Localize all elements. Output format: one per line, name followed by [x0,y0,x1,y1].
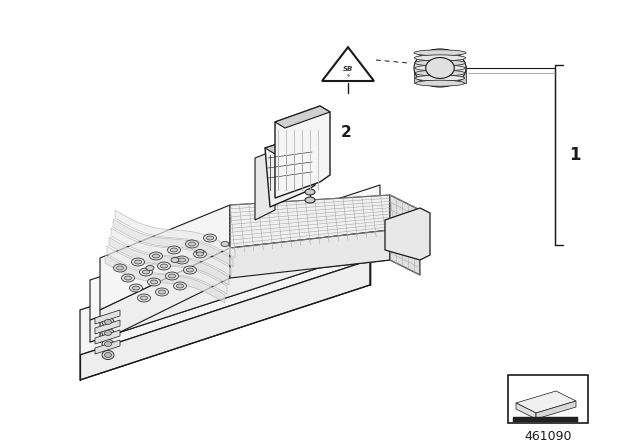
Ellipse shape [305,189,315,195]
Ellipse shape [129,284,143,292]
Polygon shape [109,237,229,285]
Ellipse shape [104,319,111,324]
Text: 461090: 461090 [524,430,572,443]
Ellipse shape [152,254,159,258]
Text: SB
⚡: SB ⚡ [343,65,353,78]
Text: 2: 2 [340,125,351,140]
Ellipse shape [150,280,157,284]
Ellipse shape [122,274,134,282]
Polygon shape [100,205,230,310]
Ellipse shape [414,55,466,61]
Ellipse shape [415,75,465,81]
Ellipse shape [415,60,465,66]
Polygon shape [95,330,120,344]
Ellipse shape [173,282,186,290]
Ellipse shape [414,49,466,87]
Ellipse shape [134,260,141,264]
Polygon shape [516,391,576,413]
Text: 1: 1 [569,146,580,164]
Ellipse shape [170,248,177,252]
Polygon shape [95,340,120,354]
Ellipse shape [426,57,454,78]
Polygon shape [516,403,536,419]
Ellipse shape [184,266,196,274]
Ellipse shape [196,250,204,254]
Ellipse shape [179,258,186,262]
Polygon shape [265,135,315,154]
Polygon shape [265,135,315,207]
Polygon shape [230,230,390,278]
Ellipse shape [171,258,179,263]
Ellipse shape [147,278,161,286]
Ellipse shape [102,350,114,359]
Polygon shape [536,401,576,419]
Polygon shape [230,195,390,248]
Ellipse shape [168,274,175,278]
Ellipse shape [415,65,465,71]
Polygon shape [275,106,330,198]
Ellipse shape [102,318,114,327]
Ellipse shape [150,252,163,260]
Polygon shape [111,228,231,276]
Ellipse shape [156,288,168,296]
Ellipse shape [104,341,111,346]
Polygon shape [390,195,420,275]
Ellipse shape [104,353,111,358]
Polygon shape [90,185,380,320]
Ellipse shape [157,262,170,270]
Ellipse shape [415,70,465,76]
Bar [508,375,588,423]
Polygon shape [115,210,235,258]
Polygon shape [95,310,120,324]
Ellipse shape [186,268,193,272]
Ellipse shape [146,266,154,271]
Polygon shape [100,248,230,342]
Polygon shape [105,255,225,303]
Ellipse shape [102,340,114,349]
Ellipse shape [196,252,204,256]
Polygon shape [385,208,430,260]
Ellipse shape [104,331,111,336]
Ellipse shape [207,236,214,240]
Polygon shape [513,417,578,422]
Ellipse shape [177,284,184,288]
Ellipse shape [175,256,189,264]
Ellipse shape [168,246,180,254]
Ellipse shape [221,241,229,246]
Ellipse shape [131,258,145,266]
Ellipse shape [189,242,195,246]
Polygon shape [90,225,380,342]
Ellipse shape [166,272,179,280]
Ellipse shape [414,50,466,56]
Ellipse shape [125,276,131,280]
Ellipse shape [141,296,147,300]
Polygon shape [414,66,466,83]
Polygon shape [95,320,120,334]
Polygon shape [80,260,370,380]
Ellipse shape [116,266,124,270]
Ellipse shape [113,264,127,272]
Ellipse shape [415,80,465,86]
Ellipse shape [138,294,150,302]
Polygon shape [113,219,233,267]
Polygon shape [275,106,330,128]
Ellipse shape [102,328,114,337]
Ellipse shape [132,286,140,290]
Ellipse shape [143,270,150,274]
Ellipse shape [159,290,166,294]
Ellipse shape [161,264,168,268]
Ellipse shape [305,197,315,203]
Ellipse shape [193,250,207,258]
Polygon shape [255,150,275,220]
Ellipse shape [204,234,216,242]
Ellipse shape [186,240,198,248]
Polygon shape [107,246,227,294]
Polygon shape [322,47,374,81]
Polygon shape [80,215,370,355]
Ellipse shape [140,268,152,276]
